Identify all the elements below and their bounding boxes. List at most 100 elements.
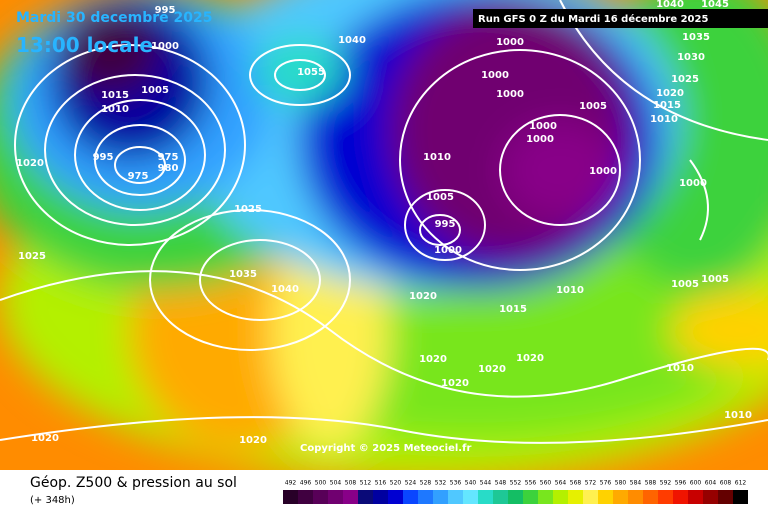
isobar-label: 1010 [556, 285, 584, 296]
isobar-label: 1025 [18, 251, 46, 262]
isobar-label: 1005 [426, 192, 454, 203]
scale-swatch [343, 490, 358, 504]
field [0, 0, 768, 470]
scale-label: 576 [600, 480, 612, 487]
scale-label: 548 [495, 480, 507, 487]
scale-label: 524 [405, 480, 417, 487]
isobar-label: 1020 [409, 291, 437, 302]
scale-swatch [613, 490, 628, 504]
isobar-label: 995 [435, 219, 456, 230]
scale-label: 504 [330, 480, 342, 487]
scale-swatch [298, 490, 313, 504]
scale-swatch [643, 490, 658, 504]
scale-label: 592 [660, 480, 672, 487]
isobar-label: 1005 [141, 85, 169, 96]
isobar-label: 1020 [441, 378, 469, 389]
isobar-label: 1005 [671, 279, 699, 290]
footer-lead: (+ 348h) [30, 495, 75, 506]
scale-label: 528 [420, 480, 432, 487]
scale-swatch [688, 490, 703, 504]
isobar-label: 1010 [666, 363, 694, 374]
isobar-label: 1040 [656, 0, 684, 10]
isobars [0, 0, 768, 444]
scale-label: 608 [720, 480, 732, 487]
isobar-label: 1035 [682, 32, 710, 43]
scale-swatch [568, 490, 583, 504]
scale-label: 552 [510, 480, 522, 487]
scale-swatch [433, 490, 448, 504]
scale-label: 492 [285, 480, 297, 487]
color-scale: 492 496 500 504 508 512 516 520 524 528 532 536 540 5… [283, 480, 748, 504]
isobar-label: 1020 [656, 88, 684, 99]
isobar-label: 1040 [338, 35, 366, 46]
isobar-label: 1040 [271, 284, 299, 295]
isobar-label: 1000 [679, 178, 707, 189]
scale-swatch [718, 490, 733, 504]
isobar-label: 975 [158, 152, 179, 163]
isobar-label: 1005 [701, 274, 729, 285]
scale-label: 564 [555, 480, 567, 487]
scale-label: 612 [735, 480, 747, 487]
scale-label: 556 [525, 480, 537, 487]
scale-label: 536 [450, 480, 462, 487]
scale-swatch [508, 490, 523, 504]
scale-swatch [373, 490, 388, 504]
scale-label: 604 [705, 480, 717, 487]
scale-label: 572 [585, 480, 597, 487]
isobar-label: 1000 [529, 121, 557, 132]
isobar-label: 1000 [496, 89, 524, 100]
scale-swatch [313, 490, 328, 504]
scale-swatch [328, 490, 343, 504]
isobar-label: 995 [155, 5, 176, 16]
scale-label: 516 [375, 480, 387, 487]
run-banner [473, 9, 768, 28]
isobar-label: 1020 [239, 435, 267, 446]
isobar-label: 1020 [16, 158, 44, 169]
isobar-label: 980 [158, 163, 179, 174]
isobar-label: 1035 [229, 269, 257, 280]
isobar-label: 1000 [526, 134, 554, 145]
isobar-label: 1020 [516, 353, 544, 364]
isobar-label: 1005 [579, 101, 607, 112]
isobar-label: 1010 [724, 410, 752, 421]
scale-swatch [478, 490, 493, 504]
forecast-date: Mardi 30 decembre 2025 [16, 10, 213, 26]
scale-label: 596 [675, 480, 687, 487]
scale-swatch [358, 490, 373, 504]
scale-label: 600 [690, 480, 702, 487]
copyright: Copyright © 2025 Meteociel.fr [300, 443, 471, 454]
isobar-label: 1055 [297, 67, 325, 78]
isobar-label: 1015 [653, 100, 681, 111]
scale-swatch [403, 490, 418, 504]
scale-swatch [283, 490, 298, 504]
isobar-label: 1000 [151, 41, 179, 52]
scale-swatch [538, 490, 553, 504]
isobar-label: 1000 [589, 166, 617, 177]
isobar-label: 975 [128, 171, 149, 182]
isobar-label: 1015 [101, 90, 129, 101]
scale-label: 568 [570, 480, 582, 487]
isobar-label: 1020 [419, 354, 447, 365]
isobar-label: 1020 [478, 364, 506, 375]
scale-swatch [703, 490, 718, 504]
scale-swatch [598, 490, 613, 504]
scale-swatch [583, 490, 598, 504]
scale-label: 560 [540, 480, 552, 487]
isobar-label: 1000 [481, 70, 509, 81]
scale-label: 544 [480, 480, 492, 487]
scale-label: 580 [615, 480, 627, 487]
isobar-label: 1010 [101, 104, 129, 115]
scale-label: 508 [345, 480, 357, 487]
isobar-label: 1015 [499, 304, 527, 315]
isobar-label: 1025 [671, 74, 699, 85]
footer-title: Géop. Z500 & pression au sol [30, 475, 237, 491]
scale-swatch [463, 490, 478, 504]
scale-label: 512 [360, 480, 372, 487]
isobar-label: 1000 [434, 245, 462, 256]
isobar-label: 1010 [650, 114, 678, 125]
scale-label: 520 [390, 480, 402, 487]
scale-label: 540 [465, 480, 477, 487]
